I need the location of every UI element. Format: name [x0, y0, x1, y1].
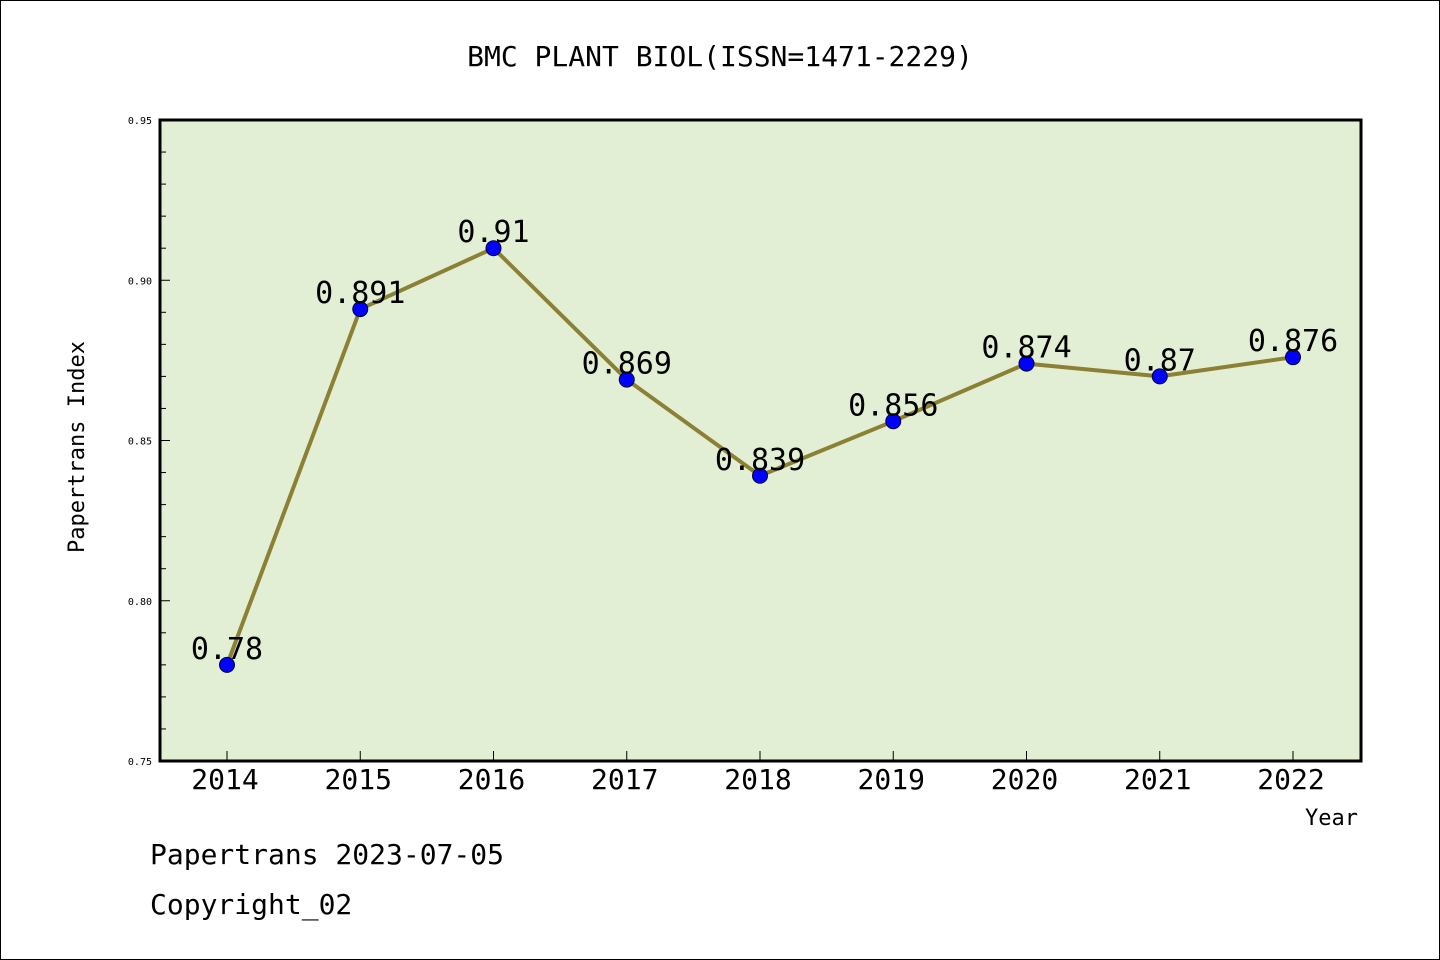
plot-area [158, 118, 1363, 763]
series-markers [219, 240, 1301, 673]
data-point [219, 656, 235, 673]
x-tick-label: 2018 [724, 763, 791, 796]
data-label: 0.874 [981, 331, 1071, 366]
y-axis-ticks: 0.75 0.80 0.85 0.90 0.95 [128, 116, 170, 768]
x-tick-label: 2014 [191, 763, 258, 796]
data-label: 0.869 [582, 347, 672, 382]
x-tick-label: 2016 [458, 763, 525, 796]
x-tick-label: 2021 [1124, 763, 1191, 796]
y-tick-label: 0.75 [128, 757, 152, 768]
y-tick-label: 0.95 [128, 116, 152, 127]
data-labels: 0.78 0.891 0.91 0.869 0.839 0.856 0.874 0.87 0.8… [191, 215, 1338, 667]
x-tick-label: 2022 [1257, 763, 1324, 796]
data-label: 0.876 [1248, 324, 1338, 359]
data-label: 0.891 [315, 276, 405, 311]
data-point [352, 301, 369, 318]
data-label: 0.78 [191, 632, 263, 667]
data-point [1018, 355, 1035, 372]
y-tick-label: 0.80 [128, 597, 152, 608]
footer-date: Papertrans 2023-07-05 [150, 838, 504, 871]
data-point [885, 413, 902, 430]
x-axis-label: Year [1305, 806, 1358, 831]
data-point [618, 371, 635, 388]
y-tick-label: 0.85 [128, 437, 152, 448]
x-axis-ticks: 2014 2015 2016 2017 2018 2019 2020 2021 2022 [191, 751, 1325, 796]
data-label: 0.856 [848, 388, 938, 423]
x-tick-label: 2015 [325, 763, 392, 796]
data-point [1285, 349, 1301, 366]
chart-title: BMC PLANT BIOL(ISSN=1471-2229) [467, 40, 973, 73]
x-tick-label: 2017 [591, 763, 658, 796]
footer-copyright: Copyright_02 [150, 888, 352, 922]
y-tick-label: 0.90 [128, 276, 152, 287]
data-point [485, 240, 502, 257]
y-axis-label: Papertrans Index [65, 341, 90, 553]
data-point [1151, 368, 1168, 385]
data-label: 0.91 [457, 215, 529, 250]
data-label: 0.87 [1124, 343, 1196, 378]
x-tick-label: 2020 [991, 763, 1058, 796]
data-point [752, 467, 768, 484]
x-tick-label: 2019 [858, 763, 925, 796]
data-label: 0.839 [715, 443, 805, 478]
